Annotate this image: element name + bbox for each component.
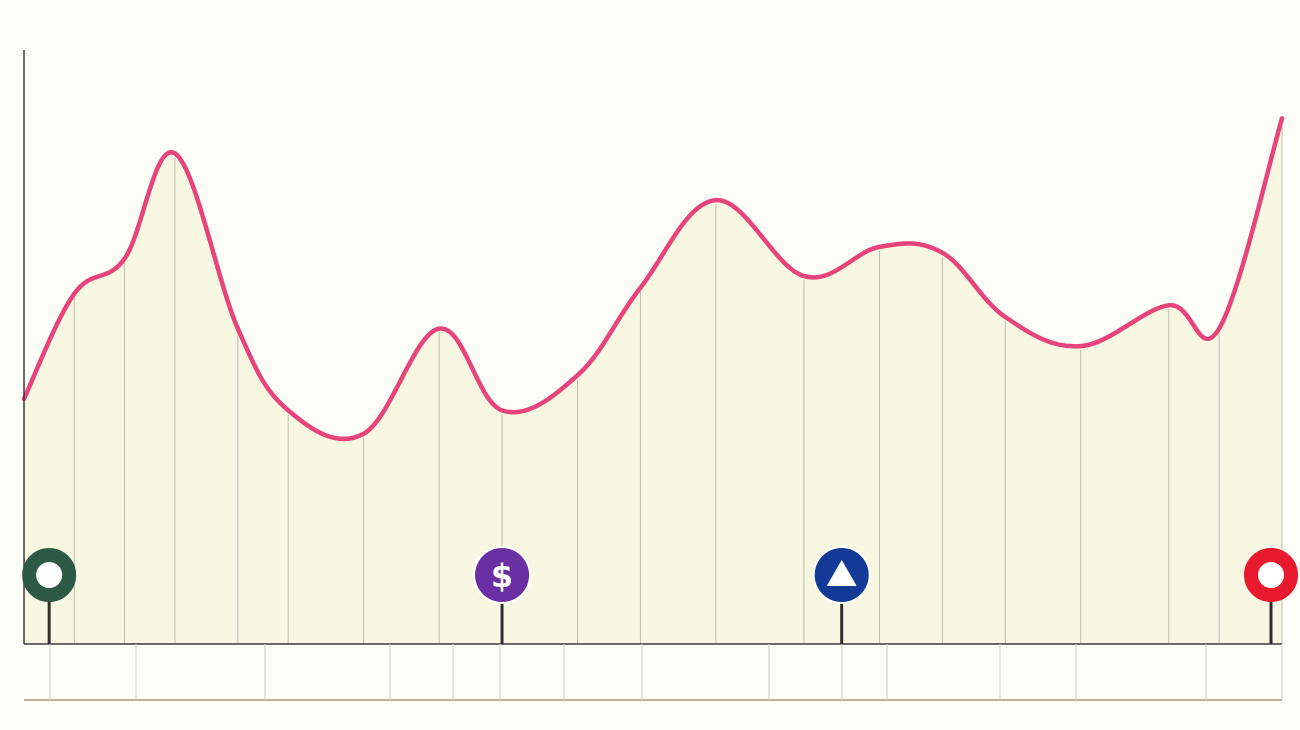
marker-triangle — [826, 560, 857, 586]
ring-icon — [1244, 548, 1298, 644]
line-layer — [21, 116, 1285, 442]
marker-glyph: $ — [491, 557, 513, 595]
marker-ring — [22, 548, 77, 602]
axis-layer — [23, 50, 1282, 645]
marker-layer: $ — [22, 546, 1298, 644]
grid-layer — [73, 118, 1283, 644]
series-line — [21, 116, 1285, 442]
dollar-icon: $ — [473, 546, 532, 644]
marker-disc — [475, 548, 530, 602]
marker-ring — [1244, 548, 1298, 602]
footer-strip — [24, 644, 1283, 701]
triangle-icon — [812, 546, 871, 644]
area-fill — [24, 118, 1282, 644]
area-layer — [24, 118, 1282, 644]
ring-icon — [22, 548, 77, 644]
